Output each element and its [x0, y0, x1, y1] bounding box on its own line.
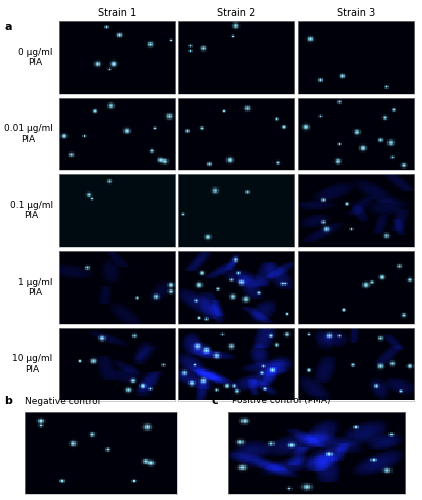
Text: 10 µg/ml
PIA: 10 µg/ml PIA: [13, 354, 53, 374]
Text: 0 µg/ml
PIA: 0 µg/ml PIA: [18, 48, 53, 67]
Text: a: a: [4, 22, 12, 32]
Text: Strain 3: Strain 3: [337, 8, 375, 18]
Text: 1 µg/ml
PIA: 1 µg/ml PIA: [18, 278, 53, 297]
Text: Negative control: Negative control: [25, 396, 100, 406]
Text: Strain 2: Strain 2: [217, 8, 255, 18]
Text: 0.01 µg/ml
PIA: 0.01 µg/ml PIA: [4, 124, 53, 144]
Text: c: c: [211, 396, 218, 406]
Text: Positive control (PMA): Positive control (PMA): [232, 396, 330, 406]
Text: Strain 1: Strain 1: [97, 8, 136, 18]
Text: 0.1 µg/ml
PIA: 0.1 µg/ml PIA: [10, 201, 53, 220]
Text: b: b: [4, 396, 12, 406]
